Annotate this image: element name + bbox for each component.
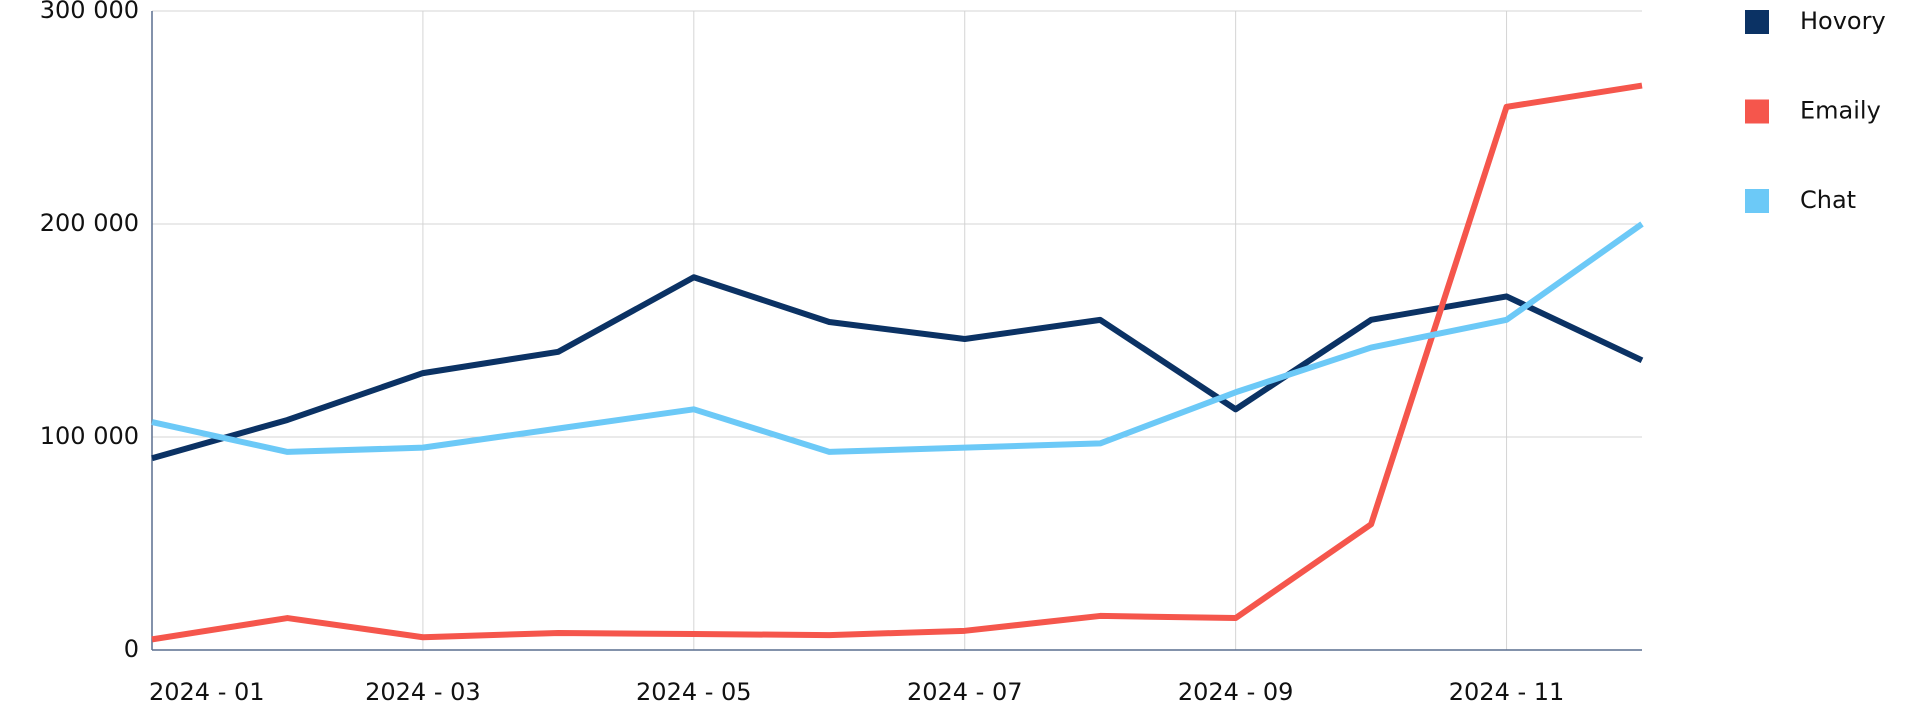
- y-tick-label: 200 000: [40, 209, 139, 237]
- x-tick-label: 2024 - 03: [365, 678, 481, 702]
- series-line: [151, 221, 1644, 455]
- legend-swatch: [1745, 99, 1769, 124]
- x-tick-label: 2024 - 11: [1449, 678, 1565, 702]
- legend-label: Chat: [1800, 186, 1856, 214]
- legend-swatch: [1745, 189, 1769, 213]
- x-tick-label: 2024 - 05: [636, 678, 752, 702]
- y-tick-label: 0: [124, 635, 139, 663]
- legend-label: Hovory: [1800, 7, 1886, 35]
- series-line: [151, 82, 1643, 643]
- series-line: [151, 274, 1644, 462]
- y-tick-label: 100 000: [40, 422, 139, 450]
- x-tick-label: 2024 - 01: [149, 678, 265, 702]
- x-tick-label: 2024 - 07: [907, 678, 1023, 702]
- legend-label: Emaily: [1800, 97, 1881, 125]
- x-tick-label: 2024 - 09: [1178, 678, 1294, 702]
- y-tick-label: 300 000: [40, 0, 139, 24]
- legend-swatch: [1745, 10, 1769, 34]
